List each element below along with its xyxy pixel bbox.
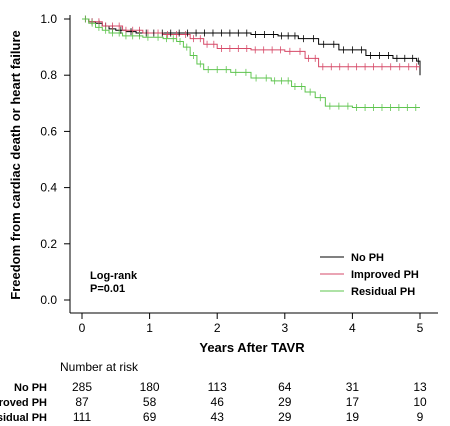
- axes: [69, 15, 438, 314]
- legend-label-1: Improved PH: [351, 269, 419, 281]
- x-tick-label: 5: [417, 321, 424, 335]
- p-value-label: P=0.01: [90, 283, 125, 295]
- risk-cell: 64: [278, 380, 292, 394]
- legend-label-0: No PH: [351, 252, 384, 264]
- risk-cell: 29: [278, 410, 292, 424]
- risk-cell: 31: [346, 380, 360, 394]
- log-rank-label: Log-rank: [90, 270, 138, 282]
- risk-row-label: No PH: [14, 382, 47, 394]
- risk-cell: 19: [346, 410, 360, 424]
- y-ticks: 0.0 0.2 0.4 0.6 0.8 1.0: [40, 12, 70, 307]
- risk-cell: 9: [417, 410, 424, 424]
- y-tick-label: 1.0: [40, 12, 57, 26]
- series-line-1: [82, 18, 420, 68]
- risk-cell: 29: [278, 395, 292, 409]
- risk-cell: 58: [143, 395, 157, 409]
- y-tick-label: 0.4: [40, 181, 57, 195]
- x-tick-label: 1: [146, 321, 153, 335]
- y-axis-title: Freedom from cardiac death or heart fail…: [8, 30, 23, 299]
- x-axis-title: Years After TAVR: [199, 340, 305, 355]
- risk-cell: 43: [211, 410, 225, 424]
- x-tick-label: 4: [349, 321, 356, 335]
- x-tick-label: 0: [79, 321, 86, 335]
- risk-cell: 180: [140, 380, 160, 394]
- y-tick-label: 0.6: [40, 124, 57, 138]
- legend-label-2: Residual PH: [351, 286, 415, 298]
- legend: No PH Improved PH Residual PH: [320, 252, 419, 298]
- risk-cell: 46: [211, 395, 225, 409]
- risk-table: No PH 285 180 113 64 31 13 Improved PH 87 58 46 29 1…: [0, 380, 427, 424]
- risk-cell: 113: [208, 380, 227, 394]
- risk-cell: 13: [413, 380, 427, 394]
- y-tick-label: 0.8: [40, 68, 57, 82]
- series-line-2: [82, 18, 420, 109]
- censor-marks: [84, 15, 419, 112]
- risk-row-label: Residual PH: [0, 412, 47, 424]
- risk-cell: 17: [346, 395, 360, 409]
- risk-cell: 285: [72, 380, 92, 394]
- x-tick-label: 3: [281, 321, 288, 335]
- risk-cell: 10: [413, 395, 427, 409]
- risk-cell: 87: [75, 395, 89, 409]
- risk-row-label: Improved PH: [0, 397, 47, 409]
- risk-cell: 111: [73, 410, 92, 424]
- risk-cell: 69: [143, 410, 157, 424]
- risk-table-title: Number at risk: [60, 360, 139, 374]
- x-ticks: 0 1 2 3 4 5: [79, 313, 424, 335]
- y-tick-label: 0.2: [40, 237, 57, 251]
- x-tick-label: 2: [214, 321, 221, 335]
- y-tick-label: 0.0: [40, 293, 57, 307]
